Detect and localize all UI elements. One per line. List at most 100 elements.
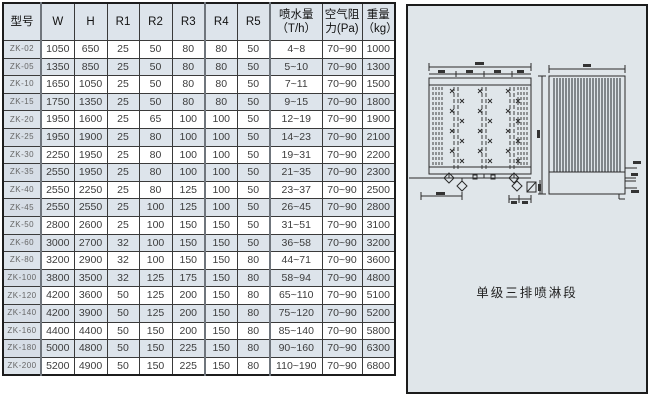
col-header-r1: R1 — [106, 2, 140, 41]
value-cell: 100 — [171, 163, 206, 182]
value-cell: 100 — [171, 110, 206, 129]
value-cell: 5200 — [40, 356, 75, 376]
value-cell: 70~90 — [321, 198, 363, 217]
drawing-caption: 单级三排喷淋段 — [476, 286, 578, 300]
value-cell: 50 — [138, 57, 173, 77]
value-cell: 50 — [236, 180, 271, 200]
value-cell: 80 — [138, 127, 173, 147]
value-cell: 2550 — [40, 163, 75, 182]
value-cell: 80 — [236, 339, 271, 358]
model-cell: ZK-20 — [2, 110, 42, 129]
model-cell: ZK-120 — [2, 286, 42, 305]
value-cell: 70~90 — [321, 145, 363, 165]
value-cell: 100 — [171, 145, 206, 165]
value-cell: 19~31 — [269, 145, 323, 165]
value-cell: 80 — [236, 356, 271, 376]
value-cell: 70~90 — [321, 321, 363, 341]
value-cell: 44~71 — [269, 251, 323, 270]
value-cell: 32 — [106, 233, 140, 253]
value-cell: 150 — [138, 356, 173, 376]
value-cell: 25 — [106, 40, 140, 59]
value-cell: 2250 — [40, 145, 75, 165]
value-cell: 1650 — [40, 75, 75, 94]
value-cell: 4800 — [361, 268, 396, 288]
header-row: 型号 W H R1 R2 R3 R4 R5 喷水量 （T/h） 空气阻 力(Pa… — [2, 2, 396, 41]
front-view — [409, 62, 541, 204]
nozzle-marks — [449, 88, 521, 164]
value-cell: 2250 — [73, 180, 108, 200]
valve-icon — [443, 172, 455, 184]
model-cell: ZK-180 — [2, 339, 42, 358]
value-cell: 100 — [171, 127, 206, 147]
value-cell: 3500 — [73, 268, 108, 288]
value-cell: 225 — [171, 356, 206, 376]
model-cell: ZK-45 — [2, 198, 42, 217]
model-cell: ZK-60 — [2, 233, 42, 253]
model-cell: ZK-160 — [2, 321, 42, 341]
value-cell: 58~94 — [269, 268, 323, 288]
value-cell: 1900 — [73, 127, 108, 147]
value-cell: 100 — [204, 198, 238, 217]
value-cell: 1800 — [361, 92, 396, 112]
value-cell: 1300 — [361, 57, 396, 77]
value-cell: 4900 — [73, 356, 108, 376]
table-row: ZK-200 5200 4900 50 150 225 150 80 110~190 70~90 6… — [2, 356, 396, 376]
value-cell: 25 — [106, 198, 140, 217]
col-header-r5: R5 — [236, 2, 271, 41]
value-cell: 1050 — [40, 40, 75, 59]
value-cell: 80 — [138, 145, 173, 165]
value-cell: 50 — [138, 40, 173, 59]
table-row: ZK-10 1650 1050 25 50 80 80 50 7~11 70~90 1500 — [2, 75, 396, 94]
value-cell: 50 — [138, 92, 173, 112]
value-cell: 100 — [138, 233, 173, 253]
value-cell: 125 — [138, 286, 173, 305]
value-cell: 70~90 — [321, 163, 363, 182]
value-cell: 70~90 — [321, 92, 363, 112]
model-cell: ZK-200 — [2, 356, 42, 376]
value-cell: 70~90 — [321, 233, 363, 253]
value-cell: 75~120 — [269, 303, 323, 323]
value-cell: 1050 — [73, 75, 108, 94]
model-cell: ZK-25 — [2, 127, 42, 147]
value-cell: 36~58 — [269, 233, 323, 253]
value-cell: 50 — [106, 303, 140, 323]
value-cell: 3200 — [40, 251, 75, 270]
value-cell: 32 — [106, 268, 140, 288]
value-cell: 175 — [171, 268, 206, 288]
value-cell: 4~8 — [269, 40, 323, 59]
value-cell: 70~90 — [321, 180, 363, 200]
value-cell: 50 — [236, 233, 271, 253]
model-cell: ZK-15 — [2, 92, 42, 112]
value-cell: 150 — [204, 215, 238, 235]
model-cell: ZK-05 — [2, 57, 42, 77]
table-row: ZK-30 2250 1950 25 80 100 100 50 19~31 70~90 2200 — [2, 145, 396, 165]
table-row: ZK-50 2800 2600 25 100 150 150 50 31~51 70~90 3100 — [2, 215, 396, 235]
value-cell: 225 — [171, 339, 206, 358]
value-cell: 26~45 — [269, 198, 323, 217]
value-cell: 4400 — [40, 321, 75, 341]
value-cell: 21~35 — [269, 163, 323, 182]
table-row: ZK-35 2550 1950 25 80 100 100 50 21~35 70~90 2300 — [2, 163, 396, 182]
value-cell: 150 — [138, 339, 173, 358]
value-cell: 150 — [171, 215, 206, 235]
value-cell: 3000 — [40, 233, 75, 253]
value-cell: 1350 — [40, 57, 75, 77]
value-cell: 2300 — [361, 163, 396, 182]
value-cell: 25 — [106, 92, 140, 112]
drawing-panel: 单级三排喷淋段 — [406, 4, 648, 394]
value-cell: 2600 — [73, 215, 108, 235]
value-cell: 100 — [138, 215, 173, 235]
value-cell: 80 — [171, 57, 206, 77]
value-cell: 100 — [204, 180, 238, 200]
value-cell: 1950 — [40, 110, 75, 129]
value-cell: 2200 — [361, 145, 396, 165]
value-cell: 2800 — [40, 215, 75, 235]
value-cell: 50 — [106, 339, 140, 358]
value-cell: 80 — [236, 268, 271, 288]
value-cell: 50 — [236, 127, 271, 147]
value-cell: 25 — [106, 180, 140, 200]
spec-table: 型号 W H R1 R2 R3 R4 R5 喷水量 （T/h） 空气阻 力(Pa… — [2, 2, 396, 377]
value-cell: 1750 — [40, 92, 75, 112]
value-cell: 2700 — [73, 233, 108, 253]
